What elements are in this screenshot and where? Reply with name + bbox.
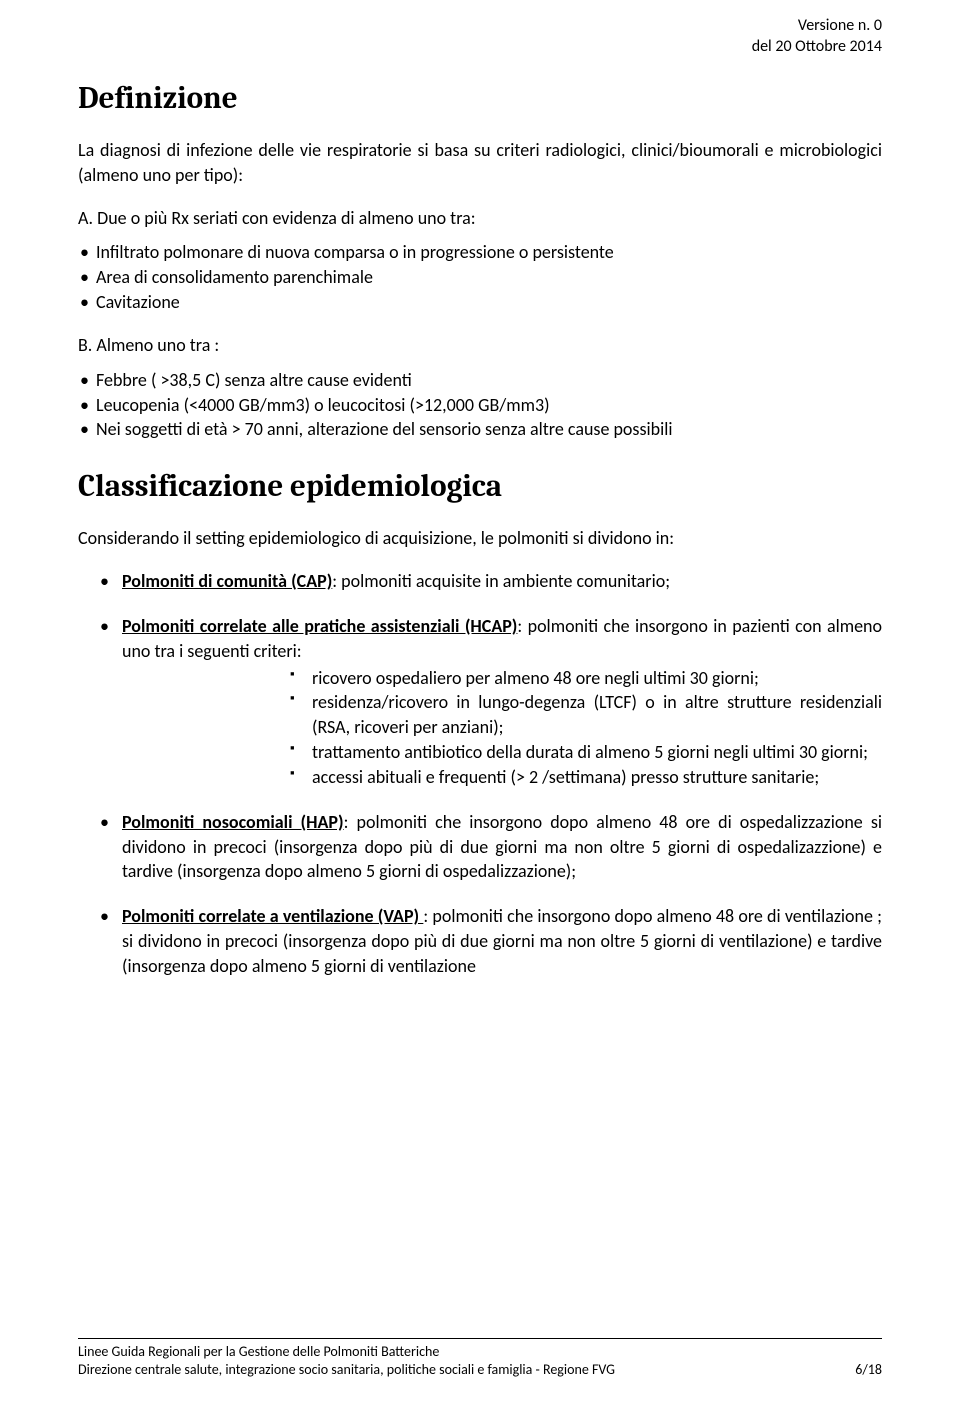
section-b-label: B. Almeno uno tra : [78,333,882,358]
list-b: Febbre ( >38,5 C) senza altre cause evid… [78,368,882,442]
version-line: Versione n. 0 [752,16,882,37]
class-title: Polmoniti di comunità (CAP) [122,570,332,592]
class-hcap: Polmoniti correlate alle pratiche assist… [78,614,882,790]
class-title: Polmoniti nosocomiali (HAP) [122,811,344,833]
class-cap: Polmoniti di comunità (CAP): polmoniti a… [78,569,882,594]
class-hap: Polmoniti nosocomiali (HAP): polmoniti c… [78,810,882,884]
classification-list: Polmoniti di comunità (CAP): polmoniti a… [78,569,882,979]
list-item: Nei soggetti di età > 70 anni, alterazio… [78,417,882,442]
sub-item: residenza/ricovero in lungo-degenza (LTC… [122,690,882,740]
hcap-sublist: ricovero ospedaliero per almeno 48 ore n… [122,666,882,790]
list-a: Infiltrato polmonare di nuova comparsa o… [78,240,882,314]
classification-intro: Considerando il setting epidemiologico d… [78,526,882,551]
sub-item: trattamento antibiotico della durata di … [122,740,882,765]
list-item: Cavitazione [78,290,882,315]
date-line: del 20 Ottobre 2014 [752,37,882,58]
footer-line-2: Direzione centrale salute, integrazione … [78,1361,615,1379]
list-item: Area di consolidamento parenchimale [78,265,882,290]
footer-line-1: Linee Guida Regionali per la Gestione de… [78,1343,882,1361]
page-number: 6/18 [855,1361,882,1379]
sub-item: ricovero ospedaliero per almeno 48 ore n… [122,666,882,691]
section-a-label: A. Due o più Rx seriati con evidenza di … [78,206,882,231]
heading-definizione: Definizione [78,80,882,116]
sub-item: accessi abituali e frequenti (> 2 /setti… [122,765,882,790]
intro-paragraph: La diagnosi di infezione delle vie respi… [78,138,882,188]
header-version: Versione n. 0 del 20 Ottobre 2014 [752,16,882,58]
page-content: Definizione La diagnosi di infezione del… [0,0,960,979]
list-item: Leucopenia (<4000 GB/mm3) o leucocitosi … [78,393,882,418]
heading-classificazione: Classificazione epidemiologica [78,468,882,504]
class-title: Polmoniti correlate alle pratiche assist… [122,615,517,637]
list-item: Infiltrato polmonare di nuova comparsa o… [78,240,882,265]
class-title: Polmoniti correlate a ventilazione (VAP) [122,905,423,927]
list-item: Febbre ( >38,5 C) senza altre cause evid… [78,368,882,393]
page-footer: Linee Guida Regionali per la Gestione de… [78,1338,882,1379]
class-text: : polmoniti acquisite in ambiente comuni… [332,570,670,592]
class-vap: Polmoniti correlate a ventilazione (VAP)… [78,904,882,978]
